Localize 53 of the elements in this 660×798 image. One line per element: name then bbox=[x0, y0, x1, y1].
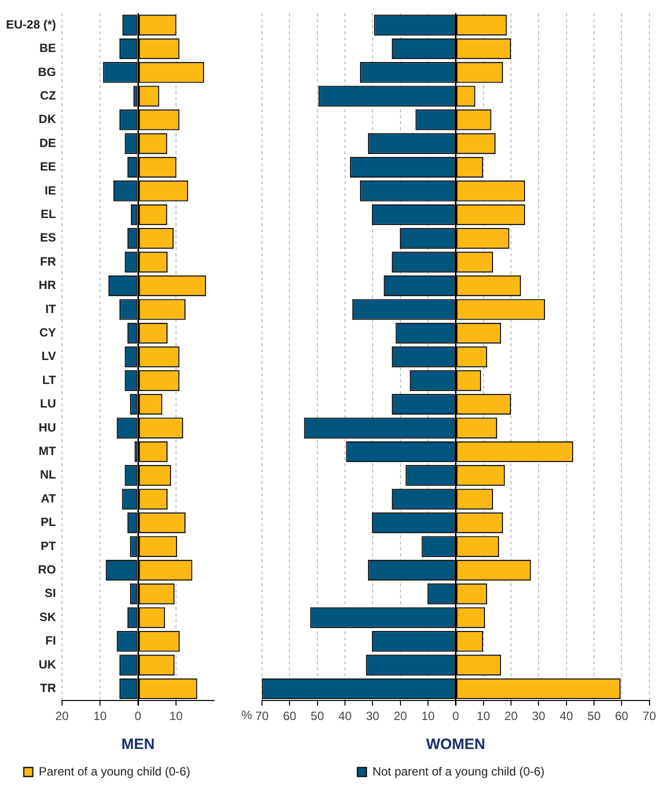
y-tick-label: FI bbox=[45, 634, 56, 648]
y-tick-label: NL bbox=[40, 468, 56, 482]
x-tick-label: 20 bbox=[504, 709, 518, 724]
legend-label: Not parent of a young child (0-6) bbox=[372, 764, 545, 778]
y-tick-label: SI bbox=[44, 586, 56, 600]
y-tick-label: PL bbox=[40, 515, 56, 530]
x-tick-label: 70 bbox=[255, 709, 269, 724]
x-tick-label: 60 bbox=[282, 709, 297, 724]
y-tick-label: SK bbox=[39, 610, 56, 624]
y-tick-label: CY bbox=[39, 326, 56, 340]
x-tick-label: 10 bbox=[476, 709, 490, 724]
y-tick-label: EE bbox=[40, 160, 56, 174]
x-tick-label: 30 bbox=[532, 709, 546, 724]
y-tick-label: FR bbox=[40, 254, 56, 268]
x-tick-label: 30 bbox=[366, 709, 380, 724]
y-tick-label: LT bbox=[42, 372, 57, 387]
x-tick-label: 50 bbox=[587, 709, 601, 724]
x-tick-label: 50 bbox=[310, 709, 324, 724]
y-tick-label: BG bbox=[38, 64, 56, 79]
y-tick-label: RO bbox=[38, 562, 56, 577]
y-tick-label: DE bbox=[39, 136, 56, 150]
x-axis-title: MEN bbox=[121, 736, 155, 754]
y-tick-label: CZ bbox=[40, 88, 56, 102]
y-tick-label: IE bbox=[44, 183, 56, 198]
y-tick-label: ES bbox=[40, 230, 56, 245]
x-tick-label: 20 bbox=[394, 709, 408, 724]
y-tick-label: PT bbox=[40, 538, 57, 553]
y-tick-label: LU bbox=[40, 396, 56, 411]
x-tick-label: 10 bbox=[169, 709, 183, 724]
text: % bbox=[241, 708, 252, 722]
y-tick-label: HU bbox=[38, 420, 56, 434]
y-tick-label: MT bbox=[38, 444, 57, 458]
x-tick-label: 40 bbox=[338, 709, 352, 724]
x-tick-label: 20 bbox=[55, 709, 70, 724]
y-tick-label: AT bbox=[40, 491, 57, 506]
x-tick-label: 70 bbox=[642, 709, 656, 724]
y-tick-label: HR bbox=[38, 278, 56, 292]
x-tick-label: 60 bbox=[614, 709, 629, 724]
legend-label: Parent of a young child (0-6) bbox=[38, 764, 190, 778]
y-tick-label: UK bbox=[38, 657, 56, 672]
y-tick-label: EU-28 (*) bbox=[6, 17, 56, 32]
x-tick-label: 10 bbox=[93, 709, 107, 724]
x-tick-label: 0 bbox=[134, 709, 142, 724]
x-tick-label: 10 bbox=[421, 709, 435, 724]
x-axis-title: WOMEN bbox=[426, 736, 486, 754]
x-tick-label: 40 bbox=[560, 709, 574, 724]
y-tick-label: IT bbox=[45, 302, 57, 316]
y-tick-label: BE bbox=[39, 41, 56, 56]
y-tick-label: EL bbox=[40, 206, 56, 221]
y-tick-label: DK bbox=[38, 112, 56, 126]
y-tick-label: LV bbox=[42, 349, 56, 364]
x-tick-label: 0 bbox=[452, 709, 460, 724]
y-tick-label: TR bbox=[40, 681, 56, 696]
